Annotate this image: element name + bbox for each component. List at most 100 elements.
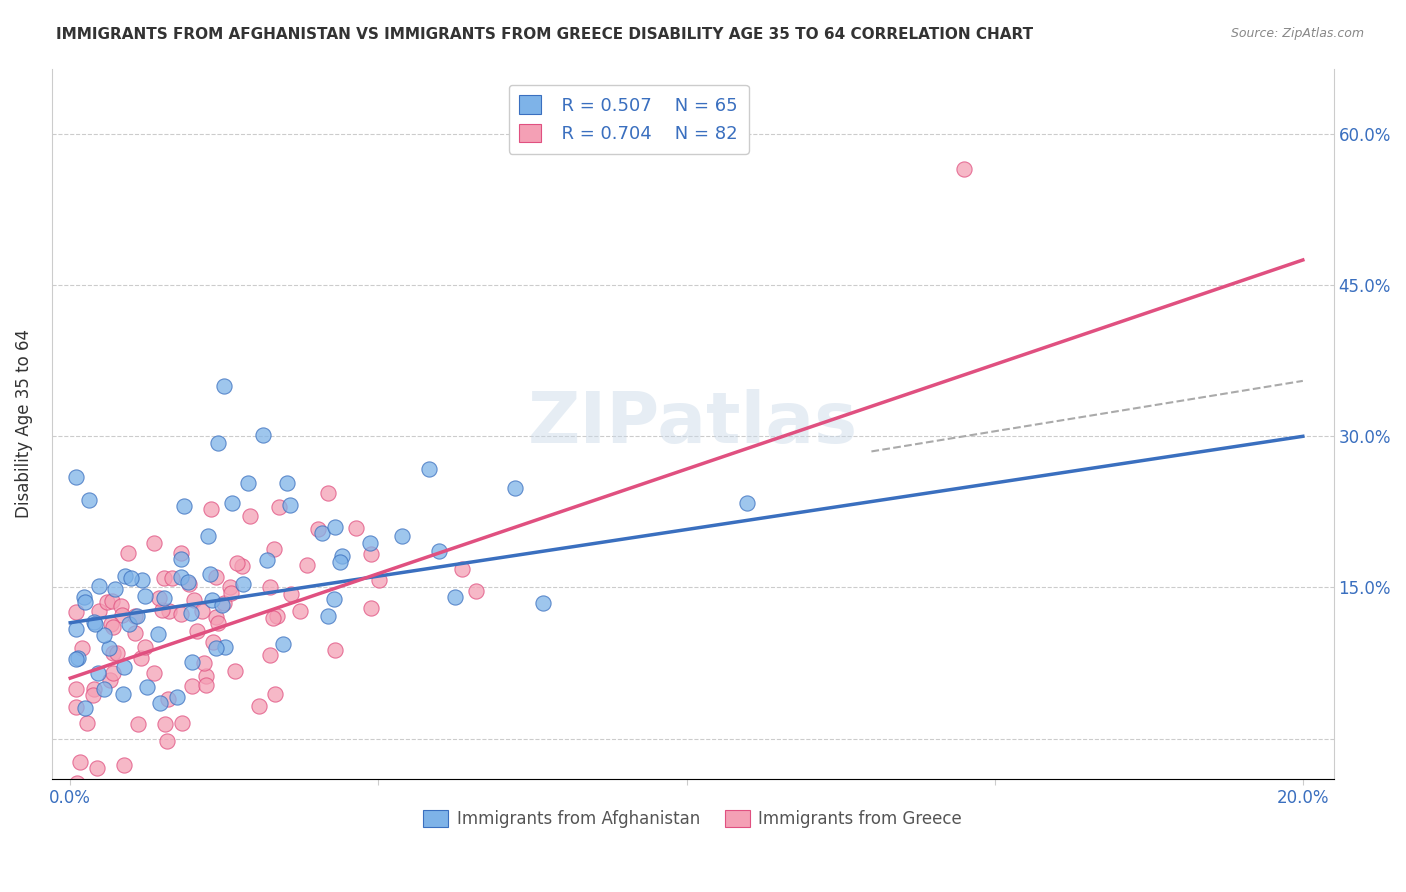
Point	[170, 570, 193, 584]
Point	[118, 616, 141, 631]
Y-axis label: Disability Age 35 to 64: Disability Age 35 to 64	[15, 329, 32, 518]
Point	[444, 591, 467, 605]
Point	[200, 502, 222, 516]
Point	[69, 755, 91, 769]
Point	[464, 583, 486, 598]
Point	[288, 604, 311, 618]
Text: ZIPatlas: ZIPatlas	[527, 389, 858, 458]
Point	[200, 566, 222, 581]
Point	[111, 608, 134, 623]
Point	[110, 599, 132, 613]
Point	[204, 609, 226, 624]
Point	[221, 586, 243, 600]
Point	[76, 716, 98, 731]
Point	[70, 641, 93, 656]
Point	[153, 716, 176, 731]
Point	[391, 529, 413, 543]
Point	[89, 604, 111, 618]
Point	[247, 699, 270, 714]
Point	[93, 682, 115, 697]
Point	[160, 571, 183, 585]
Point	[66, 650, 89, 665]
Point	[295, 558, 318, 573]
Point	[100, 617, 122, 632]
Point	[156, 691, 179, 706]
Point	[214, 596, 236, 610]
Point	[503, 481, 526, 495]
Point	[311, 525, 333, 540]
Point	[239, 508, 262, 523]
Point	[124, 626, 146, 640]
Point	[344, 521, 367, 535]
Point	[259, 580, 281, 594]
Point	[73, 590, 96, 604]
Point	[170, 546, 193, 560]
Point	[93, 628, 115, 642]
Point	[100, 593, 122, 607]
Point	[180, 679, 202, 693]
Point	[316, 609, 339, 624]
Point	[280, 498, 302, 512]
Point	[65, 699, 87, 714]
Point	[148, 591, 170, 606]
Point	[214, 640, 236, 654]
Point	[214, 379, 236, 393]
Point	[65, 652, 87, 666]
Point	[360, 601, 382, 615]
Point	[322, 591, 344, 606]
Point	[83, 681, 105, 696]
Point	[259, 648, 281, 663]
Point	[170, 607, 193, 621]
Point	[117, 546, 139, 560]
Point	[134, 640, 156, 654]
Point	[953, 162, 976, 177]
Point	[65, 605, 87, 619]
Point	[84, 616, 107, 631]
Point	[134, 590, 156, 604]
Point	[65, 681, 87, 696]
Point	[103, 646, 125, 660]
Point	[186, 624, 208, 638]
Point	[101, 666, 124, 681]
Point	[104, 582, 127, 596]
Point	[256, 553, 278, 567]
Point	[271, 637, 294, 651]
Point	[146, 627, 169, 641]
Point	[112, 659, 135, 673]
Point	[201, 593, 224, 607]
Point	[218, 581, 240, 595]
Point	[531, 596, 554, 610]
Point	[125, 609, 148, 624]
Point	[263, 687, 285, 701]
Point	[323, 643, 346, 657]
Point	[180, 606, 202, 620]
Point	[207, 436, 229, 450]
Point	[330, 549, 353, 564]
Point	[173, 499, 195, 513]
Point	[263, 542, 285, 557]
Point	[149, 697, 172, 711]
Point	[266, 609, 288, 624]
Point	[112, 757, 135, 772]
Point	[65, 622, 87, 636]
Legend: Immigrants from Afghanistan, Immigrants from Greece: Immigrants from Afghanistan, Immigrants …	[416, 803, 969, 835]
Point	[451, 562, 474, 576]
Point	[183, 593, 205, 607]
Point	[269, 500, 291, 515]
Point	[360, 547, 382, 561]
Point	[194, 668, 217, 682]
Point	[170, 552, 193, 566]
Point	[427, 544, 450, 558]
Point	[77, 493, 100, 508]
Point	[231, 559, 253, 574]
Point	[96, 595, 118, 609]
Point	[252, 427, 274, 442]
Point	[262, 611, 284, 625]
Point	[735, 496, 758, 510]
Point	[221, 496, 243, 510]
Point	[112, 687, 135, 701]
Point	[201, 634, 224, 648]
Point	[170, 715, 193, 730]
Point	[98, 640, 121, 655]
Point	[98, 673, 121, 688]
